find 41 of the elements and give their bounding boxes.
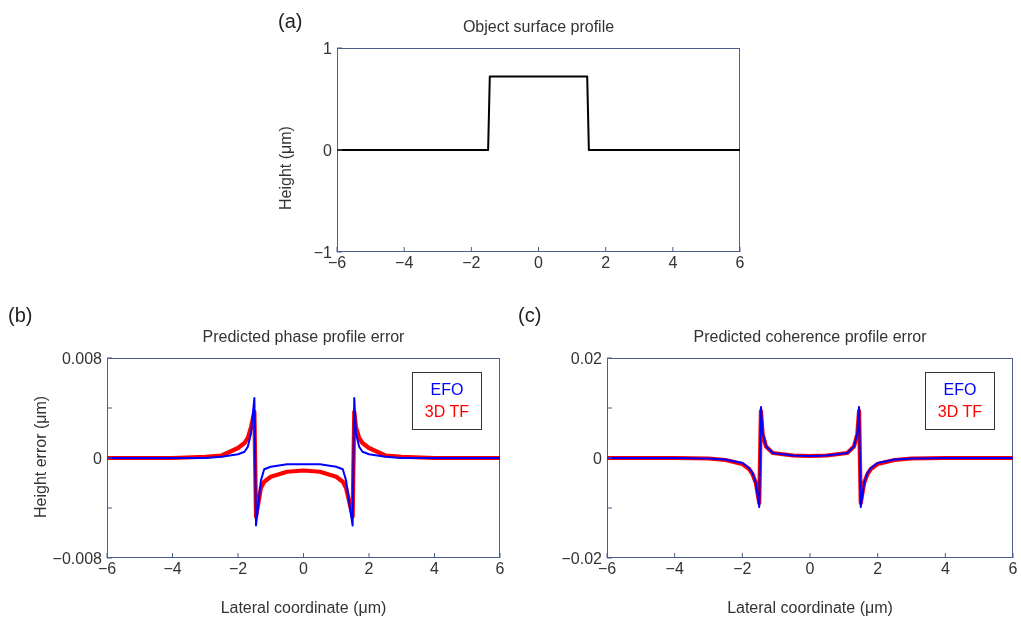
y-tick-label: 0.02: [570, 349, 603, 367]
y-tick-label: −1: [313, 243, 333, 261]
y-tick-label: 1: [323, 39, 333, 57]
y-tick-label: −0.008: [52, 549, 103, 567]
text: 3D TF: [424, 402, 469, 422]
text: EFO: [942, 380, 978, 400]
text: EFO: [429, 380, 465, 400]
x-tick-label: 4: [668, 254, 678, 272]
x-tick-label: 6: [495, 560, 505, 578]
x-tick-label: 0: [805, 560, 815, 578]
x-tick-label: 0: [299, 560, 309, 578]
x-tick-label: 2: [873, 560, 883, 578]
y-tick-label: −0.02: [561, 549, 603, 567]
x-tick-label: 6: [735, 254, 745, 272]
chart-title: Predicted phase profile error: [201, 328, 406, 346]
x-tick-label: 2: [364, 560, 374, 578]
y-tick-label: 0: [593, 449, 603, 467]
x-tick-label: −4: [665, 560, 684, 578]
x-axis-title: Lateral coordinate (μm): [220, 599, 387, 616]
x-tick-label: 6: [1008, 560, 1018, 578]
x-axis-title: Lateral coordinate (μm): [727, 599, 893, 616]
x-tick-label: 4: [940, 560, 950, 578]
text: (c): [518, 304, 542, 327]
x-tick-label: 4: [430, 560, 440, 578]
x-tick-label: 0: [534, 254, 544, 272]
y-axis-title: Height error (μm): [31, 395, 49, 518]
chart-title: Object surface profile: [461, 18, 616, 36]
x-tick-label: 2: [601, 254, 611, 272]
x-tick-label: −2: [462, 254, 481, 272]
text: 3D TF: [937, 402, 982, 422]
x-tick-label: −4: [163, 560, 182, 578]
y-tick-label: 0.008: [61, 349, 103, 367]
x-tick-label: −4: [395, 254, 414, 272]
x-tick-label: −2: [733, 560, 752, 578]
y-tick-label: 0: [93, 449, 103, 467]
text: (b): [8, 304, 33, 327]
y-axis-title: Height (μm): [276, 126, 294, 210]
x-tick-label: −2: [228, 560, 248, 578]
chart-title: Predicted coherence profile error: [692, 328, 928, 346]
text: (a): [278, 10, 303, 33]
y-tick-label: 0: [323, 141, 333, 159]
